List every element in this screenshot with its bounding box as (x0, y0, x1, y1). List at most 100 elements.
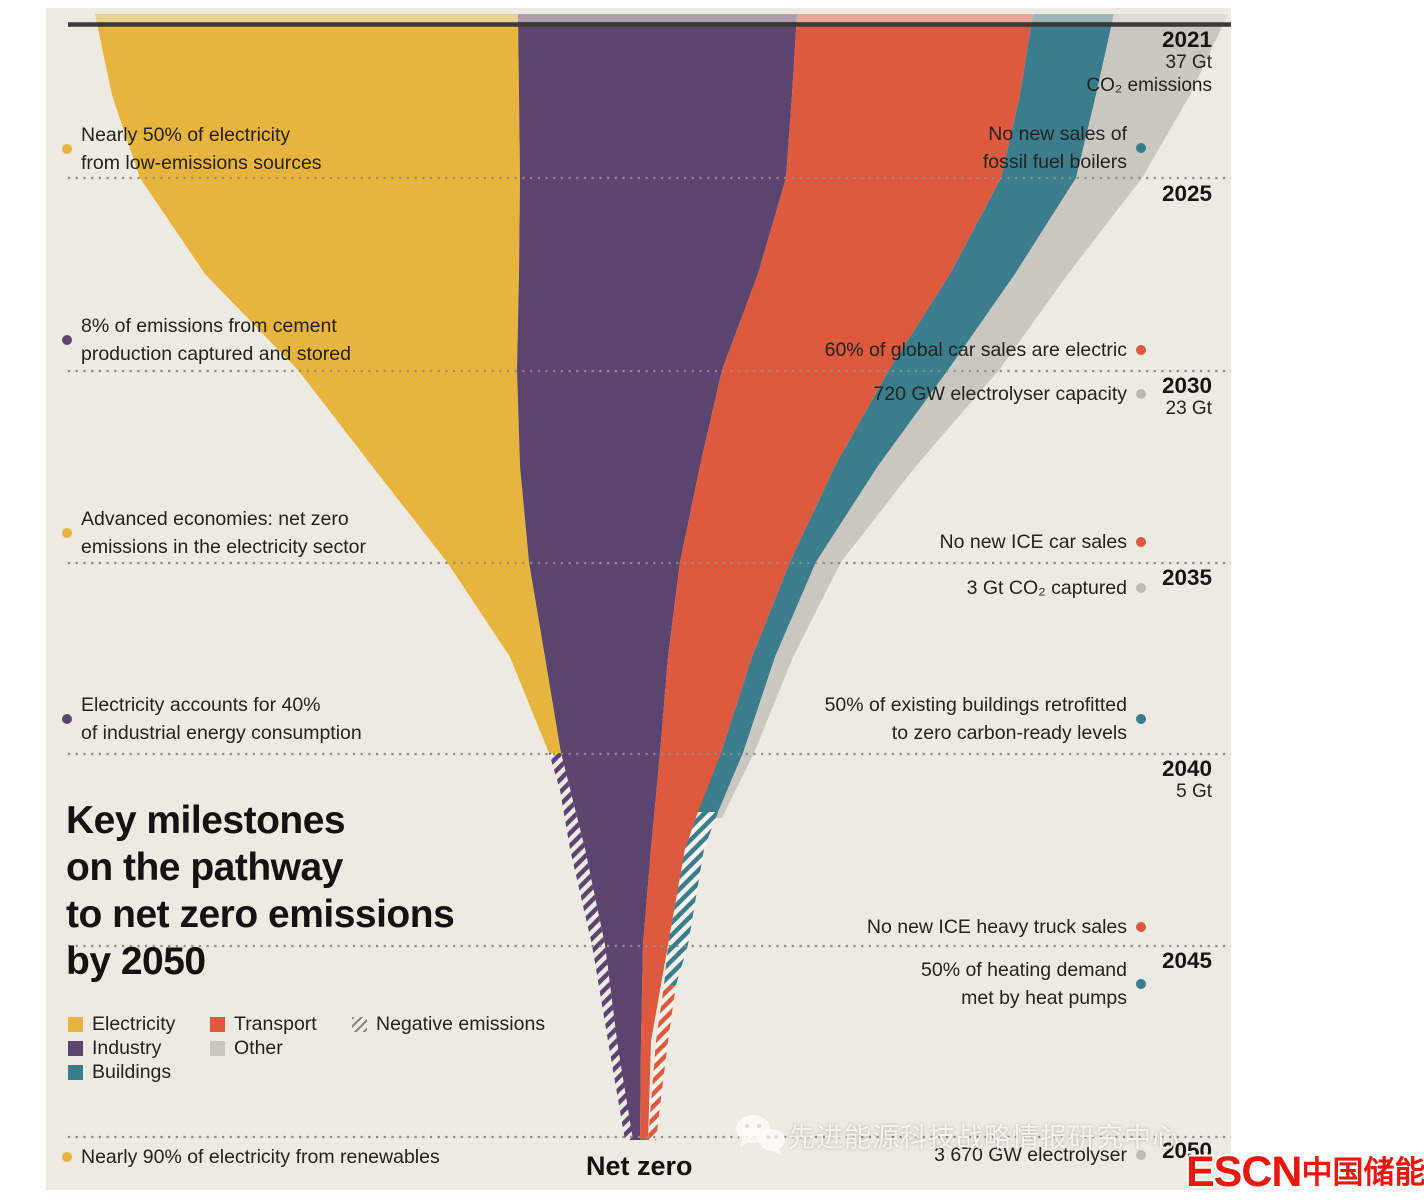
milestone-dot-electricity (62, 528, 72, 538)
band-electricity (95, 14, 561, 776)
year-value: 2021 (1161, 27, 1212, 52)
legend-label: Other (234, 1037, 283, 1059)
chart-title-line: by 2050 (66, 940, 206, 983)
year-label-2025: 2025 (1162, 182, 1212, 205)
wechat-icon (736, 1115, 785, 1156)
band-negative-emissions-left (549, 753, 633, 1140)
band-transport (640, 14, 1033, 1140)
year-value: 2045 (1161, 948, 1212, 973)
wechat-watermark-text: 先进能源科技战略情报研究中心 (788, 1123, 1180, 1153)
milestone-right: 60% of global car sales are electric (825, 336, 1146, 364)
year-sublabel: 5 Gt (1176, 781, 1212, 802)
legend-swatch-transport (210, 1016, 225, 1032)
legend-item-transport: Transport (210, 1012, 317, 1036)
milestone-text: No new sales of fossil fuel boilers (982, 123, 1127, 173)
legend: Electricity Industry Buildings Transport… (68, 1012, 628, 1087)
band-buildings (698, 14, 1114, 812)
milestone-text: No new ICE car sales (939, 531, 1128, 553)
milestone-left: Advanced economies: net zero emissions in… (62, 505, 366, 561)
milestone-dot-other (1136, 1150, 1146, 1160)
milestone-dot-electricity (62, 1152, 72, 1162)
year-value: 2035 (1161, 565, 1212, 590)
year-sublabel: CO₂ emissions (1086, 75, 1212, 96)
milestone-left: Nearly 50% of electricity from low-emissi… (62, 121, 322, 177)
milestone-left: 8% of emissions from cement production ca… (62, 312, 351, 368)
chart-title-line: on the pathway (66, 846, 343, 889)
year-label-2035: 2035 (1162, 566, 1212, 589)
legend-item-negative-emissions: Negative emissions (352, 1012, 545, 1036)
legend-swatch-other (210, 1040, 225, 1056)
escn-logo-zh: 中国储能网 (1301, 1155, 1424, 1190)
year-label-2021: 2021 37 Gt CO₂ emissions (1086, 28, 1212, 97)
year-label-2045: 2045 (1162, 949, 1212, 972)
year-sublabel: 37 Gt (1165, 52, 1212, 73)
band-negative-emissions-right-lower (648, 985, 676, 1140)
milestone-text: 60% of global car sales are electric (824, 339, 1127, 361)
year-sublabel: 23 Gt (1165, 398, 1212, 419)
milestone-right: 3 Gt CO₂ captured (967, 574, 1146, 602)
milestone-dot-buildings (1136, 979, 1146, 989)
milestone-dot-buildings (1136, 714, 1146, 724)
year-label-2030: 2030 23 Gt (1162, 374, 1212, 420)
legend-item-electricity: Electricity (68, 1012, 175, 1036)
legend-label: Transport (234, 1013, 317, 1035)
milestone-dot-electricity (62, 144, 72, 154)
milestone-text: 3 Gt CO₂ captured (966, 577, 1127, 599)
year-value: 2025 (1161, 181, 1212, 206)
band-other (712, 14, 1228, 818)
legend-label: Industry (92, 1037, 162, 1059)
milestone-text: 3 670 GW electrolyser (934, 1144, 1127, 1166)
milestone-dot-transport (1136, 345, 1146, 355)
milestone-dot-industry (62, 335, 72, 345)
milestone-text: 50% of existing buildings retrofitted to … (824, 694, 1127, 744)
top-fade-strip (46, 8, 1231, 22)
legend-label: Buildings (92, 1061, 172, 1083)
net-zero-label: Net zero (586, 1151, 693, 1181)
milestone-dot-industry (62, 714, 72, 724)
year-value: 2050 (1161, 1138, 1212, 1163)
legend-label: Negative emissions (376, 1013, 546, 1035)
chart-title-line: to net zero emissions (66, 893, 455, 936)
legend-swatch-electricity (68, 1016, 83, 1032)
milestone-right: 50% of existing buildings retrofitted to … (825, 691, 1146, 747)
chart-title: Key milestones on the pathway to net zer… (66, 797, 455, 985)
legend-label: Electricity (92, 1013, 176, 1035)
milestone-text: Advanced economies: net zero emissions in… (81, 508, 367, 558)
milestone-text: No new ICE heavy truck sales (866, 916, 1127, 938)
legend-swatch-negative-emissions (352, 1016, 367, 1032)
milestone-right: 50% of heating demand met by heat pumps (921, 956, 1146, 1012)
milestone-dot-other (1136, 583, 1146, 593)
milestone-text: 720 GW electrolyser capacity (873, 383, 1127, 405)
milestone-dot-other (1136, 389, 1146, 399)
milestone-right: No new ICE heavy truck sales (867, 913, 1146, 941)
legend-item-other: Other (210, 1036, 283, 1060)
legend-swatch-buildings (68, 1064, 83, 1080)
milestone-dot-transport (1136, 537, 1146, 547)
milestone-left: Nearly 90% of electricity from renewable… (62, 1143, 440, 1171)
legend-item-industry: Industry (68, 1036, 161, 1060)
escn-logo-en: ESCN (1186, 1148, 1302, 1196)
band-industry (517, 14, 797, 1140)
milestone-right: No new sales of fossil fuel boilers (983, 120, 1146, 176)
band-negative-emissions-right-upper (664, 812, 718, 985)
milestone-left: Electricity accounts for 40% of industria… (62, 691, 362, 747)
year-label-2040: 2040 5 Gt (1162, 757, 1212, 803)
milestone-right: 720 GW electrolyser capacity (873, 380, 1146, 408)
year-value: 2030 (1161, 373, 1212, 398)
milestone-text: Electricity accounts for 40% of industria… (81, 694, 362, 744)
milestone-text: Nearly 90% of electricity from renewable… (81, 1146, 440, 1168)
escn-logo: ESCN 中国储能网 (1186, 1148, 1424, 1196)
milestone-text: 8% of emissions from cement production ca… (81, 315, 351, 365)
year-value: 2040 (1161, 756, 1212, 781)
legend-item-buildings: Buildings (68, 1060, 171, 1084)
milestone-dot-buildings (1136, 143, 1146, 153)
legend-swatch-industry (68, 1040, 83, 1056)
milestone-right: 3 670 GW electrolyser (934, 1141, 1146, 1169)
milestone-dot-transport (1136, 922, 1146, 932)
chart-title-line: Key milestones (66, 799, 346, 842)
milestone-text: 50% of heating demand met by heat pumps (921, 959, 1127, 1009)
year-label-2050: 2050 (1162, 1139, 1212, 1162)
milestone-right: No new ICE car sales (939, 528, 1146, 556)
